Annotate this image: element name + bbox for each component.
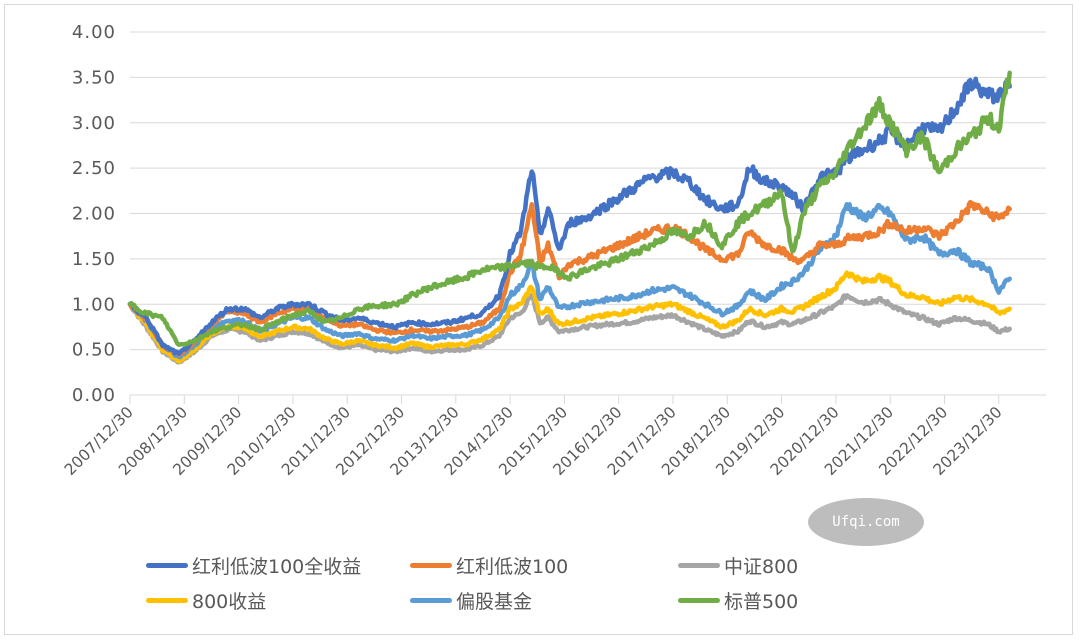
legend-swatch — [146, 562, 188, 568]
legend-swatch — [678, 597, 720, 603]
y-tick-label: 0.50 — [72, 340, 116, 361]
y-tick-label: 0.00 — [72, 385, 116, 406]
watermark-text: Ufqi.com — [832, 514, 900, 530]
y-tick-label: 4.00 — [72, 22, 116, 43]
legend-item-csi-800: 中证800 — [678, 550, 798, 580]
y-tick-label: 2.00 — [72, 204, 116, 225]
legend-label: 中证800 — [724, 555, 799, 578]
legend-label: 红利低波100 — [456, 555, 569, 578]
watermark: Ufqi.com — [808, 498, 924, 546]
series-line — [127, 293, 1012, 365]
y-tick-label: 2.50 — [72, 158, 116, 179]
legend-label: 偏股基金 — [456, 590, 533, 613]
legend-item-dividend-lowvol-100: 红利低波100 — [410, 550, 568, 580]
legend-swatch — [678, 562, 720, 568]
legend: 红利低波100全收益 红利低波100 中证800 800收益 偏股基金 标普50… — [146, 548, 846, 628]
series-line — [127, 199, 1012, 358]
series-line — [127, 270, 1012, 364]
x-axis: 2007/12/302008/12/302009/12/302010/12/30… — [61, 395, 1006, 479]
legend-label: 标普500 — [724, 590, 799, 613]
series-lines — [127, 70, 1012, 365]
legend-item-800-total-return: 800收益 — [146, 585, 266, 615]
y-tick-label: 3.00 — [72, 113, 116, 134]
y-tick-label: 3.50 — [72, 67, 116, 88]
y-tick-label: 1.00 — [72, 294, 116, 315]
legend-item-dividend-lowvol-100-total-return: 红利低波100全收益 — [146, 550, 361, 580]
legend-swatch — [146, 597, 188, 603]
legend-item-equity-funds: 偏股基金 — [410, 585, 532, 615]
legend-swatch — [410, 597, 452, 603]
legend-label: 红利低波100全收益 — [192, 555, 362, 578]
legend-label: 800收益 — [192, 590, 267, 613]
y-tick-label: 1.50 — [72, 249, 116, 270]
series-line — [127, 70, 1012, 347]
y-axis: 0.00 0.50 1.00 1.50 2.00 2.50 3.00 3.50 4.00 — [72, 22, 116, 406]
series-line — [127, 76, 1012, 357]
legend-item-sp500: 标普500 — [678, 585, 798, 615]
legend-swatch — [410, 562, 452, 568]
